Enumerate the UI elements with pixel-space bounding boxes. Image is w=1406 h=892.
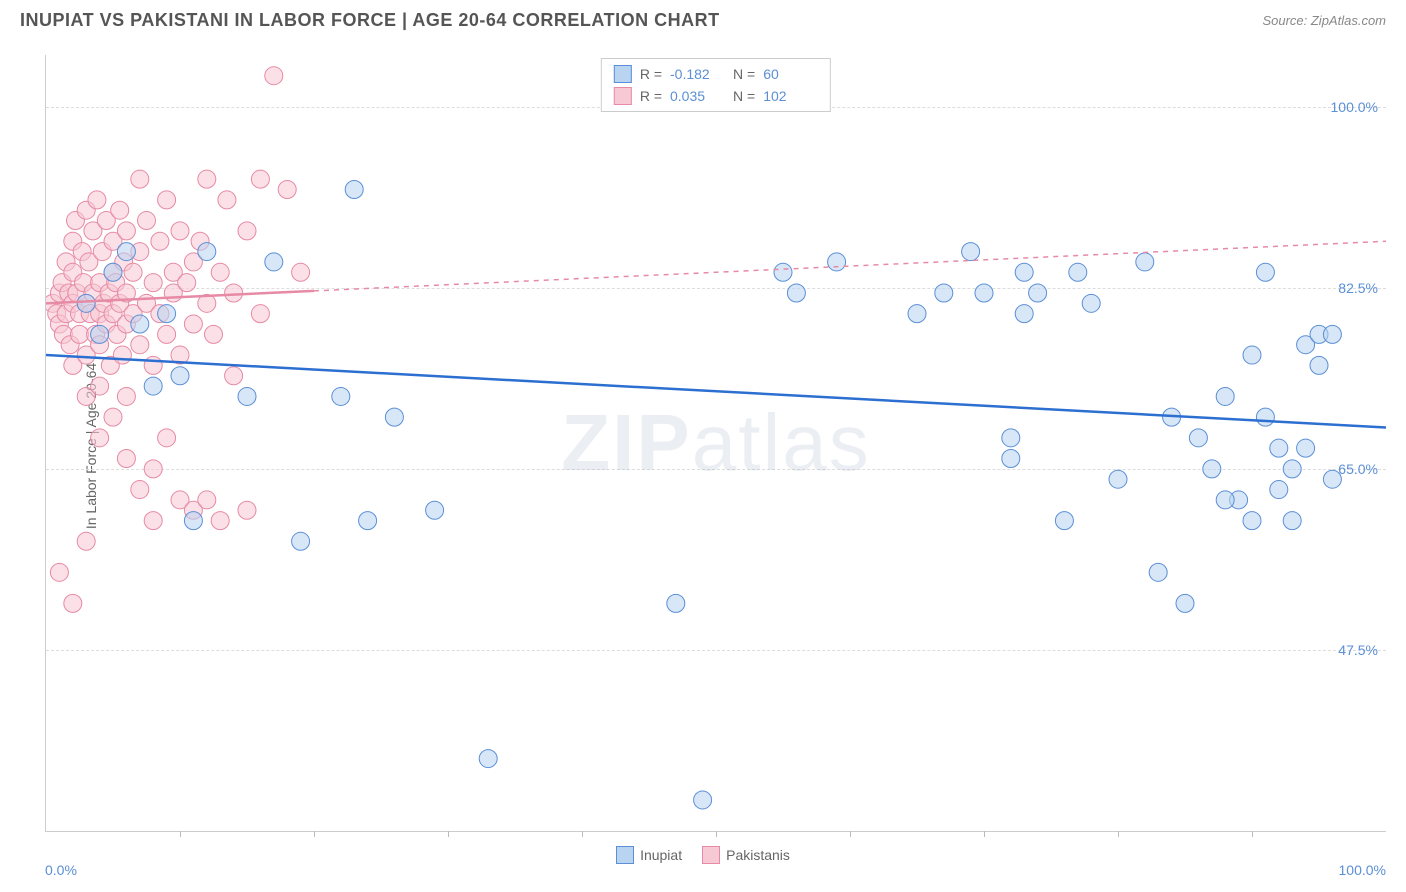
- stats-row-pakistani: R = 0.035 N = 102: [614, 85, 818, 107]
- legend-label-inupiat: Inupiat: [640, 847, 682, 863]
- r-value-inupiat: -0.182: [670, 66, 725, 82]
- r-value-pakistani: 0.035: [670, 88, 725, 104]
- r-label: R =: [640, 88, 662, 104]
- r-label: R =: [640, 66, 662, 82]
- legend-swatch-pakistani: [702, 846, 720, 864]
- source-attribution: Source: ZipAtlas.com: [1262, 13, 1386, 28]
- swatch-inupiat: [614, 65, 632, 83]
- n-label: N =: [733, 88, 755, 104]
- stats-row-inupiat: R = -0.182 N = 60: [614, 63, 818, 85]
- scatter-plot-svg: [46, 55, 1386, 831]
- n-value-pakistani: 102: [763, 88, 818, 104]
- n-value-inupiat: 60: [763, 66, 818, 82]
- swatch-pakistani: [614, 87, 632, 105]
- legend-item-pakistani: Pakistanis: [702, 846, 790, 864]
- legend-item-inupiat: Inupiat: [616, 846, 682, 864]
- legend-label-pakistani: Pakistanis: [726, 847, 790, 863]
- x-min-label: 0.0%: [45, 862, 77, 878]
- legend-swatch-inupiat: [616, 846, 634, 864]
- chart-area: ZIPatlas R = -0.182 N = 60 R = 0.035 N =…: [45, 55, 1386, 832]
- bottom-legend: Inupiat Pakistanis: [0, 846, 1406, 864]
- x-max-label: 100.0%: [1339, 862, 1386, 878]
- n-label: N =: [733, 66, 755, 82]
- correlation-stats-box: R = -0.182 N = 60 R = 0.035 N = 102: [601, 58, 831, 112]
- chart-title: INUPIAT VS PAKISTANI IN LABOR FORCE | AG…: [20, 10, 720, 31]
